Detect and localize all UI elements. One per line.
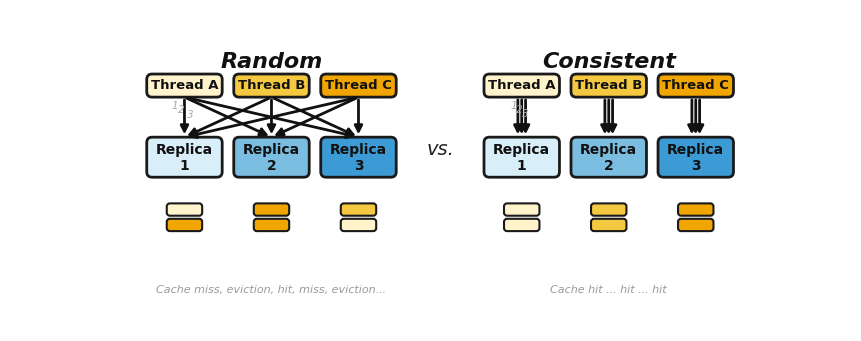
FancyBboxPatch shape [484, 137, 560, 177]
FancyBboxPatch shape [146, 74, 222, 97]
FancyBboxPatch shape [591, 219, 627, 231]
Text: Replica: Replica [243, 143, 300, 157]
Text: Cache miss, eviction, hit, miss, eviction...: Cache miss, eviction, hit, miss, evictio… [157, 285, 387, 295]
FancyBboxPatch shape [167, 219, 202, 231]
Text: 1: 1 [172, 101, 178, 111]
FancyBboxPatch shape [254, 203, 289, 216]
FancyBboxPatch shape [233, 137, 309, 177]
Text: Replica: Replica [580, 143, 637, 157]
FancyBboxPatch shape [484, 74, 560, 97]
Text: Consistent: Consistent [542, 53, 676, 73]
FancyBboxPatch shape [321, 137, 396, 177]
Text: Thread A: Thread A [488, 79, 555, 92]
FancyBboxPatch shape [678, 203, 714, 216]
Text: 2: 2 [267, 159, 276, 173]
FancyBboxPatch shape [571, 137, 647, 177]
Text: 3: 3 [691, 159, 701, 173]
Text: Thread C: Thread C [662, 79, 729, 92]
Text: 3: 3 [187, 110, 193, 120]
FancyBboxPatch shape [658, 74, 734, 97]
Text: Thread B: Thread B [238, 79, 305, 92]
FancyBboxPatch shape [658, 137, 734, 177]
Text: 3: 3 [522, 109, 528, 119]
Text: Replica: Replica [667, 143, 724, 157]
Text: 3: 3 [354, 159, 363, 173]
FancyBboxPatch shape [504, 219, 540, 231]
FancyBboxPatch shape [167, 203, 202, 216]
Text: 1: 1 [180, 159, 189, 173]
Text: Replica: Replica [330, 143, 387, 157]
FancyBboxPatch shape [254, 219, 289, 231]
FancyBboxPatch shape [321, 74, 396, 97]
FancyBboxPatch shape [678, 219, 714, 231]
FancyBboxPatch shape [504, 203, 540, 216]
Text: 1: 1 [517, 159, 527, 173]
FancyBboxPatch shape [341, 203, 376, 216]
Text: Thread B: Thread B [575, 79, 642, 92]
FancyBboxPatch shape [146, 137, 222, 177]
Text: Random: Random [220, 53, 323, 73]
Text: 2: 2 [178, 105, 185, 115]
Text: Replica: Replica [493, 143, 550, 157]
Text: vs.: vs. [427, 140, 455, 159]
Text: Thread A: Thread A [151, 79, 218, 92]
FancyBboxPatch shape [591, 203, 627, 216]
Text: Cache hit ... hit ... hit: Cache hit ... hit ... hit [550, 285, 667, 295]
Text: Thread C: Thread C [325, 79, 392, 92]
Text: 1: 1 [511, 101, 517, 111]
FancyBboxPatch shape [233, 74, 309, 97]
Text: 2: 2 [604, 159, 614, 173]
FancyBboxPatch shape [571, 74, 647, 97]
FancyBboxPatch shape [341, 219, 376, 231]
Text: Replica: Replica [156, 143, 213, 157]
Text: 2: 2 [516, 105, 523, 115]
